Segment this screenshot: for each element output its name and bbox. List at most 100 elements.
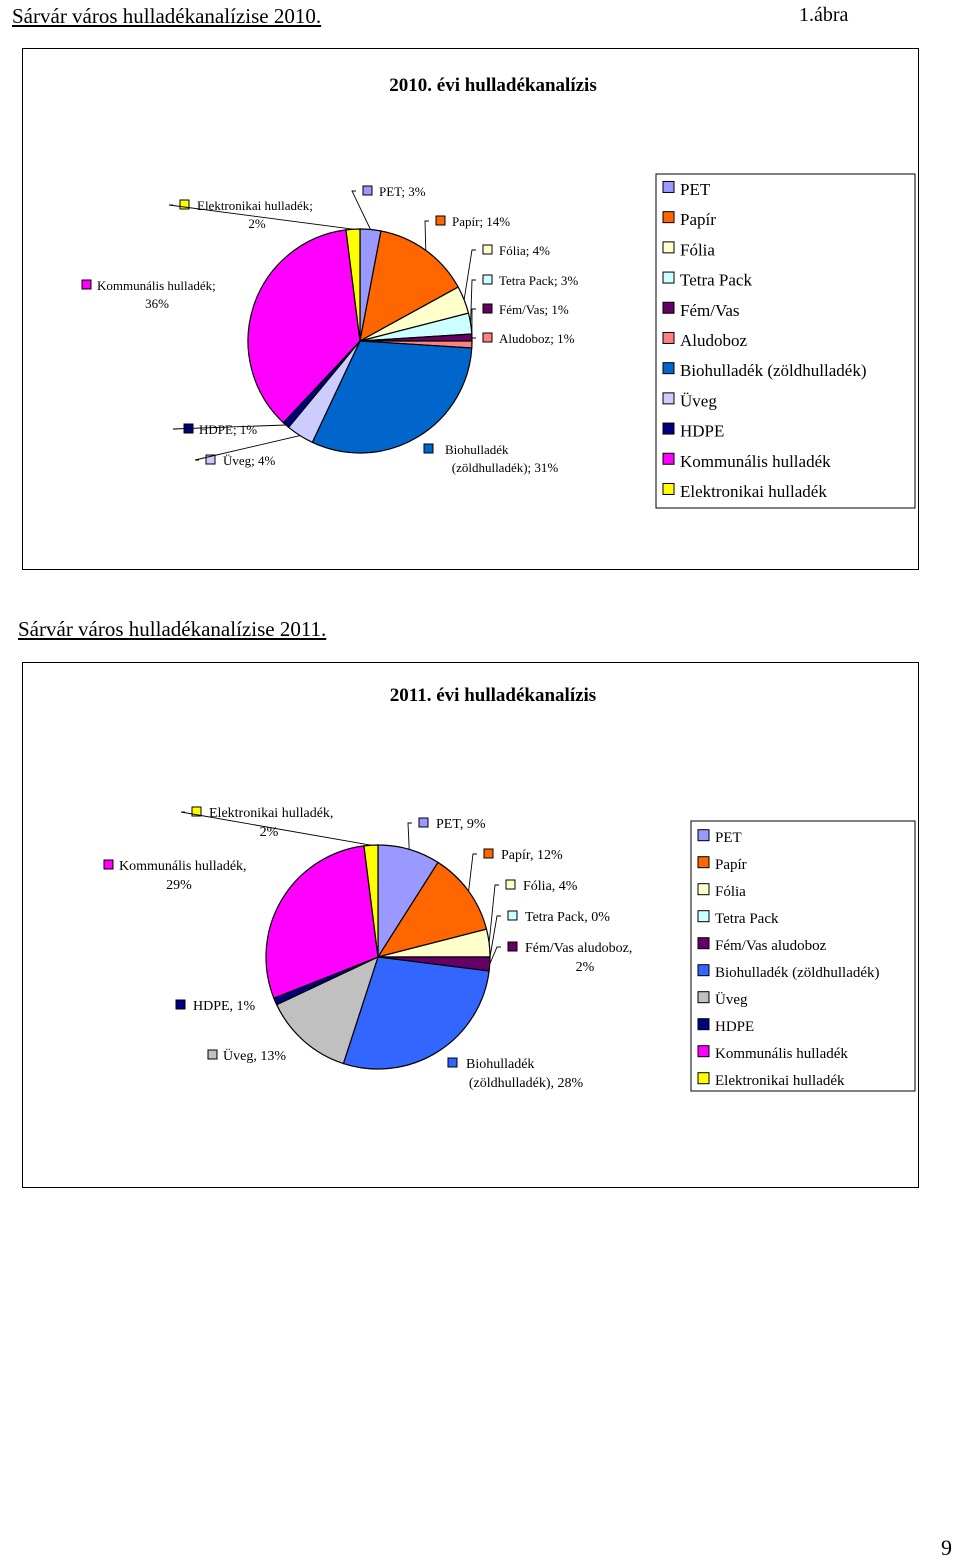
- chart-2010-legend-swatch-1: [662, 211, 675, 224]
- chart-2011-legend-entry-7: HDPE: [715, 1019, 754, 1035]
- chart-2010-legend-entry-5: Aludoboz: [680, 331, 748, 350]
- chart-2011-legend-swatch-1: [697, 856, 710, 869]
- chart-2011-legend-entry-3: Tetra Pack: [715, 911, 779, 927]
- chart-2011-data-label-0-line-0: PET, 9%: [436, 817, 486, 832]
- chart-2010-legend-swatch-4: [662, 301, 675, 314]
- chart-2011-data-label-1-line-0: Papír, 12%: [501, 848, 563, 863]
- chart-2010-data-label-6: Biohulladék (zöldhulladék); 31%: [423, 442, 559, 475]
- chart-2011-legend-swatch-8: [697, 1045, 710, 1058]
- chart-2010-legend-entry-4: Fém/Vas: [680, 301, 740, 320]
- chart-2011-title: 2011. évi hulladékanalízis: [390, 685, 596, 706]
- chart-2011-leader-line-4: [489, 946, 501, 965]
- chart-2011-leader-line-1: [468, 853, 477, 892]
- chart-2010-data-label-5-line-0: Aludoboz; 1%: [499, 331, 575, 346]
- chart-2011-legend: PET Papír Fólia Tetra Pack Fém/Vas aludoboz B…: [690, 820, 916, 1092]
- chart-2010-legend: PET Papír Fólia Tetra Pack Fém/Vas Aludoboz Bi…: [655, 173, 916, 509]
- chart-2011-legend-swatch-3: [697, 910, 710, 923]
- chart-2011-legend-swatch-2: [697, 883, 710, 896]
- chart-2010-data-label-6-line-1: (zöldhulladék); 31%: [452, 460, 559, 475]
- chart-2010-data-label-4: Fém/Vas; 1%: [471, 302, 569, 338]
- chart-2010-data-label-1: Papír; 14%: [424, 214, 510, 251]
- chart-2010-data-label-8: HDPE; 1%: [172, 422, 286, 437]
- chart-2010-data-label-2-line-0: Fólia; 4%: [499, 243, 550, 258]
- chart-2011-slice-8: [265, 845, 379, 1000]
- chart-2011-slices: [265, 844, 491, 1070]
- chart-2011-data-label-9: Elektronikai hulladék, 2%: [180, 806, 372, 846]
- chart-2010-legend-entry-9: Kommunális hulladék: [680, 452, 831, 471]
- chart-2010-legend-swatch-8: [662, 422, 675, 435]
- chart-2010-title: 2010. évi hulladékanalízis: [389, 75, 596, 96]
- chart-2011-data-label-1: Papír, 12%: [468, 848, 563, 892]
- chart-2011-legend-swatch-4: [697, 937, 710, 950]
- chart-2011-legend-box: [690, 820, 916, 1092]
- chart-2011-legend-swatch-5: [697, 964, 710, 977]
- chart-2010-legend-swatch-0: [662, 180, 675, 193]
- chart-2010-data-label-5: Aludoboz; 1%: [471, 331, 575, 346]
- chart-2010-legend-swatch-3: [662, 271, 675, 284]
- chart-2011-data-label-3-line-0: Tetra Pack, 0%: [525, 910, 610, 925]
- chart-2011-label-marker-0: [418, 817, 429, 828]
- chart-2011-data-label-5-line-0: Biohulladék: [466, 1057, 534, 1072]
- chart-2011-data-label-0: PET, 9%: [407, 817, 486, 850]
- chart-2010-data-label-7: Üveg; 4%: [194, 435, 301, 468]
- chart-2010-slice-9: [247, 229, 361, 424]
- chart-2011-legend-entry-2: Fólia: [715, 884, 746, 900]
- chart-2011-label-marker-8: [103, 859, 114, 870]
- chart-2011-data-label-2: Fólia, 4%: [488, 879, 578, 944]
- chart-2010-leader-line-4: [471, 308, 476, 338]
- chart-2011-data-label-6-line-0: Üveg, 13%: [223, 1047, 286, 1064]
- chart-2010-legend-entry-7: Üveg: [680, 391, 717, 410]
- chart-2011-data-label-7: HDPE, 1%: [175, 999, 256, 1014]
- chart-2011-label-marker-9: [191, 806, 202, 817]
- chart-2010-leader-line-1: [424, 220, 429, 251]
- chart-2010-label-marker-4: [482, 303, 493, 314]
- chart-2011-frame: 2011. évi hulladékanalízis PET, 9% Papír, …: [22, 662, 919, 1188]
- chart-2010-data-label-6-line-0: Biohulladék: [445, 442, 509, 457]
- chart-2011-data-label-4: Fém/Vas aludoboz, 2%: [489, 941, 632, 975]
- chart-2010-data-label-1-line-0: Papír; 14%: [452, 214, 510, 229]
- chart-2011-legend-entry-5: Biohulladék (zöldhulladék): [715, 965, 880, 981]
- chart-2011-leader-line-0: [407, 822, 412, 850]
- chart-2010-legend-entry-8: HDPE: [680, 422, 724, 441]
- chart-2011-legend-swatch-0: [697, 829, 710, 842]
- chart-2011-slice-5: [342, 956, 490, 1070]
- chart-2011-leader-line-3: [489, 915, 501, 958]
- chart-2011-label-marker-6: [207, 1049, 218, 1060]
- chart-2011-data-label-4-line-0: Fém/Vas aludoboz,: [525, 941, 632, 956]
- chart-2010-leader-line-10: [168, 204, 354, 230]
- chart-2010-data-label-0: PET; 3%: [351, 184, 426, 230]
- chart-2010-leader-line-0: [351, 190, 371, 230]
- chart-2011-label-marker-3: [507, 910, 518, 921]
- chart-2011-legend-swatch-6: [697, 991, 710, 1004]
- chart-2010-label-marker-3: [482, 274, 493, 285]
- chart-2011-label-marker-2: [505, 879, 516, 890]
- chart-2011-legend-entry-8: Kommunális hulladék: [715, 1046, 848, 1062]
- chart-2010-data-label-3: Tetra Pack; 3%: [470, 273, 578, 324]
- chart-2011-data-label-5: Biohulladék (zöldhulladék), 28%: [447, 1057, 583, 1091]
- chart-2011-data-label-7-line-0: HDPE, 1%: [193, 999, 256, 1014]
- chart-2010-label-marker-10: [179, 199, 190, 210]
- chart-2011-data-label-6: Üveg, 13%: [207, 1047, 286, 1064]
- chart-2010-data-label-0-line-0: PET; 3%: [379, 184, 426, 199]
- chart-2010-legend-entry-1: Papír: [680, 210, 716, 229]
- chart-2010-label-marker-1: [435, 215, 446, 226]
- chart-2011-data-label-3: Tetra Pack, 0%: [489, 910, 610, 958]
- chart-2010-label-marker-5: [482, 332, 493, 343]
- chart-2010-label-marker-9: [81, 279, 92, 290]
- chart-2010-legend-swatch-7: [662, 392, 675, 405]
- chart-2010-legend-swatch-9: [662, 452, 675, 465]
- chart-2011-legend-entry-4: Fém/Vas aludoboz: [715, 938, 827, 954]
- chart-2011-legend-entry-6: Üveg: [715, 991, 748, 1008]
- page-number: 9: [941, 1535, 952, 1560]
- chart-2010-slices: [247, 228, 473, 454]
- chart-2010-data-label-10-line-1: 2%: [248, 216, 266, 231]
- chart-2011-slice-6: [275, 955, 379, 1065]
- chart-2011-label-marker-7: [175, 999, 186, 1010]
- chart-2010-data-label-3-line-0: Tetra Pack; 3%: [499, 273, 578, 288]
- chart-2010-legend-entry-3: Tetra Pack: [680, 271, 752, 290]
- chart-2011-leader-line-9: [180, 811, 372, 846]
- chart-2010-data-label-9-line-0: Kommunális hulladék;: [97, 278, 216, 293]
- chart-2010-legend-entry-0: PET: [680, 180, 711, 199]
- chart-2010-data-label-9-line-1: 36%: [145, 296, 169, 311]
- chart-2010-legend-entry-10: Elektronikai hulladék: [680, 482, 827, 501]
